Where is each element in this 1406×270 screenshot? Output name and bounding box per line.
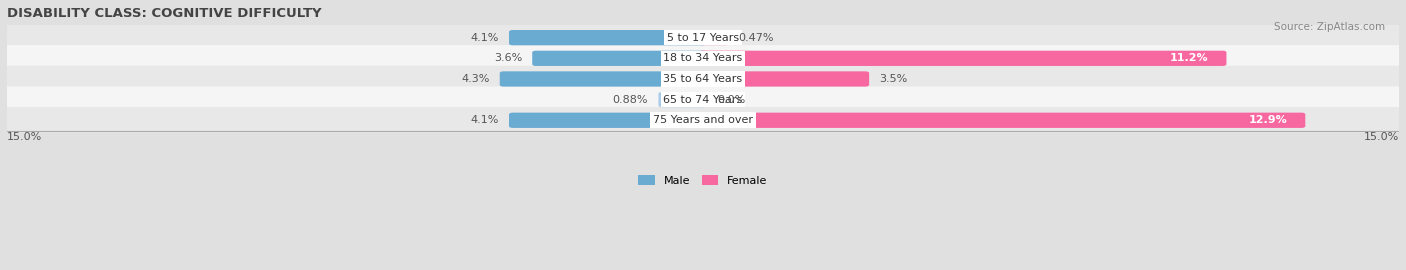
FancyBboxPatch shape bbox=[658, 92, 707, 107]
FancyBboxPatch shape bbox=[533, 51, 707, 66]
FancyBboxPatch shape bbox=[699, 71, 869, 87]
FancyBboxPatch shape bbox=[499, 71, 707, 87]
FancyBboxPatch shape bbox=[0, 66, 1406, 92]
Text: 0.47%: 0.47% bbox=[738, 33, 775, 43]
FancyBboxPatch shape bbox=[0, 45, 1406, 72]
Text: DISABILITY CLASS: COGNITIVE DIFFICULTY: DISABILITY CLASS: COGNITIVE DIFFICULTY bbox=[7, 7, 322, 20]
Text: 18 to 34 Years: 18 to 34 Years bbox=[664, 53, 742, 63]
Text: 11.2%: 11.2% bbox=[1170, 53, 1209, 63]
Text: 4.1%: 4.1% bbox=[471, 115, 499, 125]
Text: 5 to 17 Years: 5 to 17 Years bbox=[666, 33, 740, 43]
Text: 0.88%: 0.88% bbox=[613, 94, 648, 104]
FancyBboxPatch shape bbox=[0, 107, 1406, 133]
Text: 35 to 64 Years: 35 to 64 Years bbox=[664, 74, 742, 84]
FancyBboxPatch shape bbox=[0, 86, 1406, 113]
Text: 3.6%: 3.6% bbox=[494, 53, 522, 63]
FancyBboxPatch shape bbox=[699, 113, 1305, 128]
FancyBboxPatch shape bbox=[509, 30, 707, 45]
Text: 0.0%: 0.0% bbox=[717, 94, 745, 104]
FancyBboxPatch shape bbox=[699, 30, 728, 45]
Text: 65 to 74 Years: 65 to 74 Years bbox=[664, 94, 742, 104]
Text: Source: ZipAtlas.com: Source: ZipAtlas.com bbox=[1274, 22, 1385, 32]
Text: 75 Years and over: 75 Years and over bbox=[652, 115, 754, 125]
Text: 4.3%: 4.3% bbox=[461, 74, 489, 84]
Text: 15.0%: 15.0% bbox=[1364, 132, 1399, 142]
Text: 4.1%: 4.1% bbox=[471, 33, 499, 43]
Text: 15.0%: 15.0% bbox=[7, 132, 42, 142]
FancyBboxPatch shape bbox=[0, 25, 1406, 51]
FancyBboxPatch shape bbox=[699, 51, 1226, 66]
FancyBboxPatch shape bbox=[509, 113, 707, 128]
Text: 3.5%: 3.5% bbox=[879, 74, 908, 84]
Legend: Male, Female: Male, Female bbox=[638, 176, 768, 186]
Text: 12.9%: 12.9% bbox=[1249, 115, 1288, 125]
